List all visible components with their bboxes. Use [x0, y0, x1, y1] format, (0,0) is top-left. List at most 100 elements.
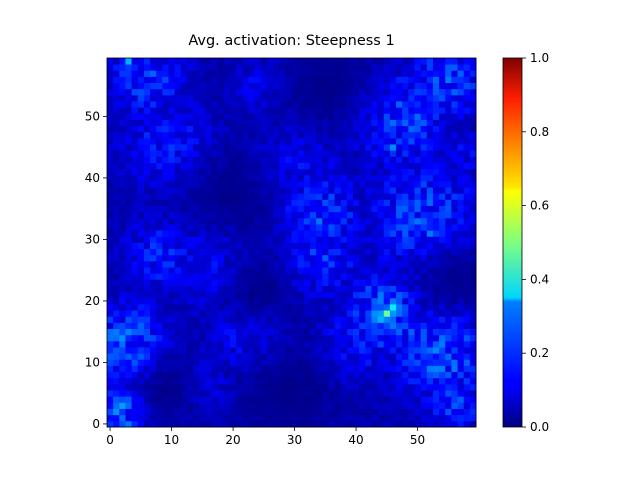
heatmap-cell: [291, 260, 299, 268]
heatmap-cell: [199, 119, 206, 127]
heatmap-cell: [439, 377, 446, 385]
heatmap-cell: [445, 371, 452, 379]
heatmap-cell: [242, 64, 249, 71]
heatmap-cell: [340, 88, 348, 96]
heatmap-cell: [248, 150, 255, 157]
heatmap-cell: [297, 224, 305, 231]
heatmap-cell: [359, 101, 366, 108]
heatmap-cell: [463, 260, 471, 268]
heatmap-cell: [279, 254, 286, 262]
heatmap-cell: [260, 131, 268, 139]
heatmap-cell: [211, 144, 219, 151]
heatmap-cell: [131, 107, 139, 114]
heatmap-cell: [426, 279, 434, 286]
heatmap-cell: [273, 168, 280, 176]
heatmap-cell: [137, 328, 145, 336]
heatmap-cell: [340, 383, 348, 391]
heatmap-cell: [451, 334, 458, 342]
heatmap-cell: [420, 371, 428, 379]
heatmap-cell: [365, 304, 372, 311]
heatmap-cell: [365, 420, 372, 428]
heatmap-cell: [242, 125, 249, 133]
heatmap-cell: [230, 365, 237, 373]
heatmap-cell: [242, 70, 249, 77]
heatmap-cell: [260, 107, 268, 114]
heatmap-cell: [186, 291, 194, 299]
heatmap-cell: [463, 359, 471, 366]
heatmap-cell: [346, 273, 354, 280]
heatmap-cell: [426, 217, 434, 225]
heatmap-cell: [131, 420, 139, 428]
heatmap-cell: [377, 70, 385, 77]
heatmap-cell: [156, 101, 163, 108]
heatmap-cell: [334, 383, 342, 391]
heatmap-cell: [328, 322, 335, 329]
heatmap-cell: [371, 181, 378, 188]
heatmap-cell: [309, 119, 317, 127]
heatmap-cell: [260, 365, 268, 373]
heatmap-cell: [199, 82, 206, 90]
heatmap-cell: [340, 267, 348, 274]
heatmap-cell: [469, 119, 477, 127]
heatmap-cell: [303, 420, 311, 428]
heatmap-cell: [174, 291, 182, 299]
heatmap-cell: [230, 267, 237, 274]
heatmap-cell: [414, 119, 422, 127]
heatmap-cell: [266, 273, 274, 280]
heatmap-cell: [273, 205, 280, 213]
heatmap-cell: [377, 359, 385, 366]
heatmap-cell: [291, 137, 299, 145]
heatmap-cell: [137, 254, 145, 262]
heatmap-cell: [303, 107, 311, 114]
heatmap-cell: [414, 70, 422, 77]
heatmap-cell: [143, 408, 151, 416]
heatmap-cell: [451, 242, 458, 250]
heatmap-cell: [371, 359, 378, 366]
heatmap-cell: [211, 279, 219, 286]
heatmap-cell: [199, 236, 206, 243]
heatmap-cell: [346, 88, 354, 96]
heatmap-cell: [260, 408, 268, 416]
heatmap-cell: [439, 322, 446, 329]
heatmap-cell: [150, 181, 157, 188]
heatmap-cell: [230, 322, 237, 329]
heatmap-cell: [113, 371, 120, 379]
heatmap-cell: [334, 58, 342, 65]
heatmap-cell: [254, 291, 262, 299]
heatmap-cell: [365, 101, 372, 108]
heatmap-cell: [230, 260, 237, 268]
heatmap-cell: [260, 297, 268, 305]
heatmap-cell: [199, 310, 206, 317]
heatmap-cell: [186, 377, 194, 385]
heatmap-cell: [230, 156, 237, 163]
heatmap-cell: [180, 144, 188, 151]
heatmap-cell: [205, 58, 212, 65]
heatmap-cell: [107, 347, 114, 354]
heatmap-cell: [162, 334, 169, 342]
heatmap-cell: [223, 217, 231, 225]
heatmap-cell: [131, 58, 139, 65]
heatmap-cell: [291, 242, 299, 250]
heatmap-cell: [396, 113, 403, 120]
heatmap-cell: [260, 58, 268, 65]
heatmap-cell: [383, 273, 391, 280]
heatmap-cell: [248, 334, 255, 342]
heatmap-cell: [353, 383, 360, 391]
heatmap-cell: [279, 168, 286, 176]
heatmap-cell: [137, 58, 145, 65]
heatmap-cell: [211, 353, 219, 360]
heatmap-cell: [297, 162, 305, 170]
heatmap-cell: [137, 113, 145, 120]
heatmap-cell: [260, 113, 268, 120]
heatmap-cell: [297, 267, 305, 274]
heatmap-cell: [266, 144, 274, 151]
heatmap-cell: [359, 119, 366, 127]
heatmap-cell: [131, 322, 139, 329]
heatmap-cell: [248, 414, 255, 422]
heatmap-cell: [445, 174, 452, 182]
heatmap-cell: [359, 420, 366, 428]
heatmap-cell: [303, 365, 311, 373]
heatmap-cell: [414, 340, 422, 348]
heatmap-cell: [143, 199, 151, 206]
heatmap-cell: [242, 137, 249, 145]
